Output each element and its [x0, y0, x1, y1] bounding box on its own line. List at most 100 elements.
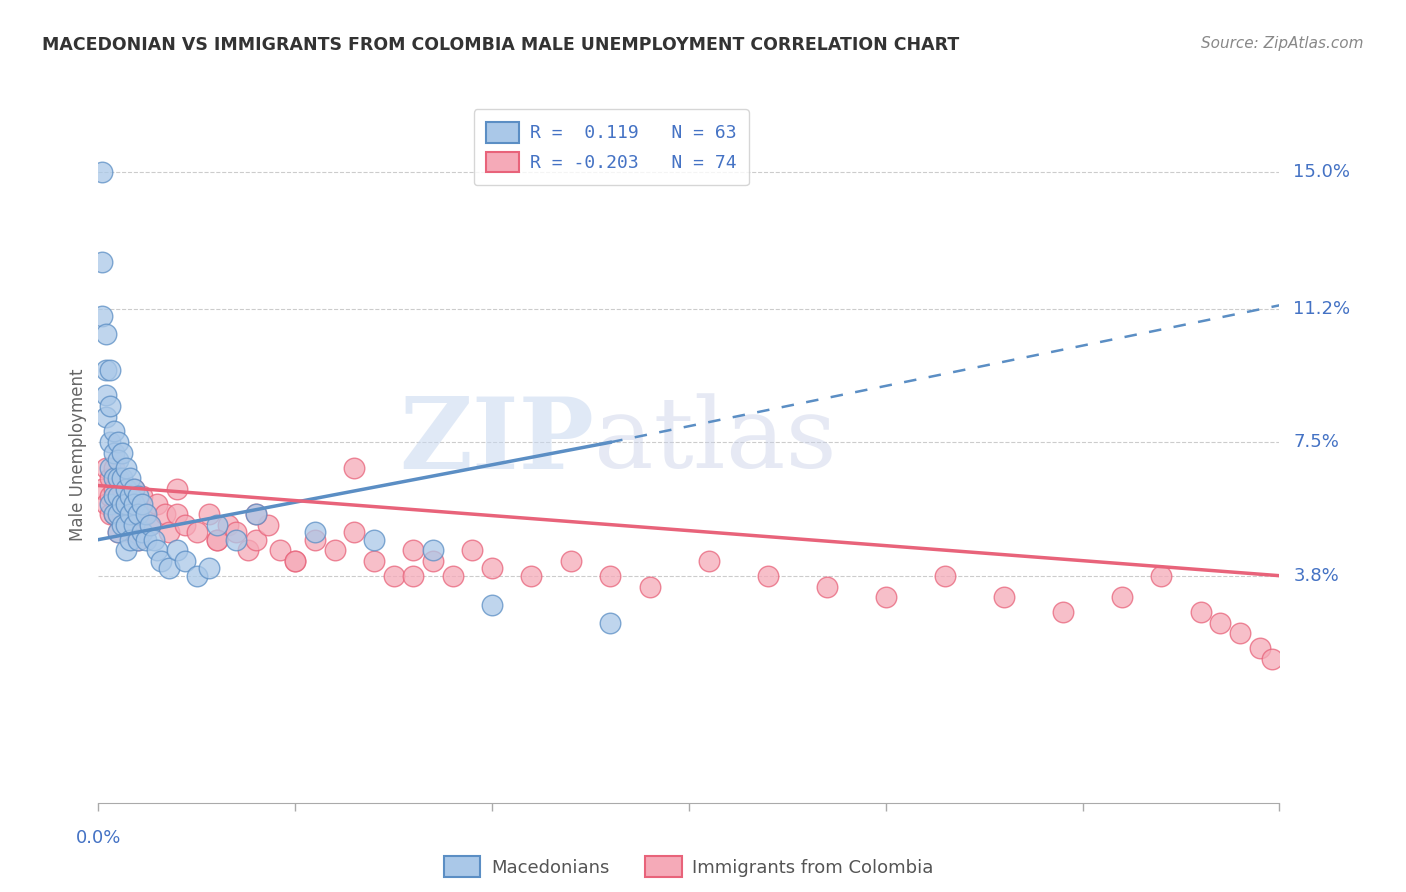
Point	[98, 399, 121, 413]
Point	[422, 543, 444, 558]
Point	[127, 533, 149, 547]
Point	[107, 435, 129, 450]
Legend: Macedonians, Immigrants from Colombia: Macedonians, Immigrants from Colombia	[437, 849, 941, 884]
Point	[934, 568, 956, 582]
Point	[96, 327, 118, 342]
Point	[98, 435, 121, 450]
Point	[1150, 568, 1173, 582]
Point	[127, 533, 149, 547]
Point	[96, 363, 118, 377]
Point	[186, 568, 208, 582]
Point	[402, 568, 425, 582]
Text: ZIP: ZIP	[399, 392, 595, 490]
Point	[304, 525, 326, 540]
Point	[197, 508, 219, 522]
Point	[111, 482, 134, 496]
Point	[343, 460, 366, 475]
Point	[245, 508, 267, 522]
Point	[96, 460, 118, 475]
Point	[363, 533, 385, 547]
Point	[107, 489, 129, 503]
Point	[115, 518, 138, 533]
Point	[174, 554, 197, 568]
Point	[135, 508, 157, 522]
Y-axis label: Male Unemployment: Male Unemployment	[69, 368, 87, 541]
Point	[638, 580, 661, 594]
Point	[284, 554, 307, 568]
Point	[122, 482, 145, 496]
Point	[127, 508, 149, 522]
Point	[197, 561, 219, 575]
Point	[98, 471, 121, 485]
Point	[98, 508, 121, 522]
Point	[225, 533, 247, 547]
Point	[186, 525, 208, 540]
Point	[111, 471, 134, 485]
Point	[520, 568, 543, 582]
Text: 3.8%: 3.8%	[1294, 566, 1339, 584]
Point	[441, 568, 464, 582]
Point	[1209, 615, 1232, 630]
Point	[205, 533, 228, 547]
Point	[91, 482, 114, 496]
Point	[1249, 640, 1271, 655]
Point	[217, 518, 239, 533]
Point	[875, 591, 897, 605]
Point	[111, 508, 134, 522]
Point	[107, 525, 129, 540]
Point	[118, 497, 141, 511]
Point	[107, 508, 129, 522]
Text: 0.0%: 0.0%	[76, 829, 121, 847]
Point	[107, 471, 129, 485]
Text: atlas: atlas	[595, 393, 837, 489]
Point	[103, 489, 125, 503]
Point	[111, 518, 134, 533]
Point	[157, 525, 180, 540]
Point	[150, 554, 173, 568]
Point	[103, 446, 125, 460]
Point	[96, 497, 118, 511]
Point	[135, 508, 157, 522]
Point	[363, 554, 385, 568]
Point	[138, 518, 160, 533]
Point	[107, 508, 129, 522]
Point	[422, 554, 444, 568]
Point	[131, 525, 153, 540]
Point	[756, 568, 779, 582]
Point	[1052, 605, 1074, 619]
Text: 11.2%: 11.2%	[1294, 300, 1351, 318]
Point	[205, 533, 228, 547]
Point	[115, 497, 138, 511]
Point	[122, 482, 145, 496]
Point	[103, 482, 125, 496]
Point	[245, 533, 267, 547]
Point	[98, 460, 121, 475]
Point	[115, 489, 138, 503]
Point	[111, 497, 134, 511]
Text: 15.0%: 15.0%	[1294, 163, 1350, 181]
Point	[142, 533, 165, 547]
Point	[205, 518, 228, 533]
Point	[91, 255, 114, 269]
Point	[115, 482, 138, 496]
Point	[103, 425, 125, 439]
Point	[166, 482, 188, 496]
Point	[284, 554, 307, 568]
Point	[111, 446, 134, 460]
Point	[481, 598, 503, 612]
Point	[1229, 626, 1251, 640]
Point	[118, 533, 141, 547]
Point	[382, 568, 405, 582]
Point	[115, 518, 138, 533]
Point	[157, 561, 180, 575]
Point	[402, 543, 425, 558]
Point	[107, 489, 129, 503]
Point	[815, 580, 838, 594]
Point	[98, 497, 121, 511]
Point	[122, 518, 145, 533]
Point	[245, 508, 267, 522]
Point	[91, 165, 114, 179]
Point	[461, 543, 484, 558]
Text: MACEDONIAN VS IMMIGRANTS FROM COLOMBIA MALE UNEMPLOYMENT CORRELATION CHART: MACEDONIAN VS IMMIGRANTS FROM COLOMBIA M…	[42, 36, 959, 54]
Point	[127, 508, 149, 522]
